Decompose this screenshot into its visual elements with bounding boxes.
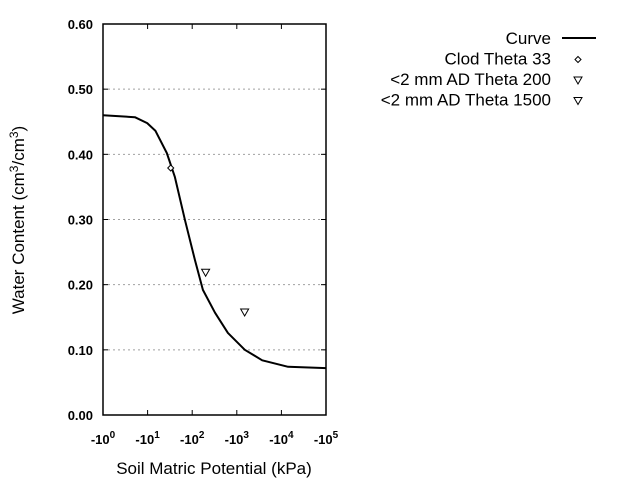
legend-label: <2 mm AD Theta 200 <box>390 70 551 89</box>
legend-label: Clod Theta 33 <box>445 50 551 69</box>
marks <box>102 114 327 370</box>
legend-marker-swatch <box>573 76 583 86</box>
y-tick-label: 0.50 <box>68 82 93 97</box>
y-tick-label: 0.00 <box>68 408 93 423</box>
legend-label: <2 mm AD Theta 1500 <box>381 91 551 110</box>
y-axis: 0.00 0.10 0.20 0.30 0.40 0.50 0.60 <box>68 17 326 423</box>
curve-line <box>102 114 327 370</box>
data-point <box>239 308 250 318</box>
legend-marker-swatch <box>573 97 583 106</box>
x-tick-label: -105 <box>314 430 339 447</box>
grid <box>103 88 326 351</box>
x-tick-label: -103 <box>225 430 250 447</box>
x-tick-label: -104 <box>269 430 294 447</box>
x-tick-label: -101 <box>135 430 160 447</box>
x-tick-label: -102 <box>180 430 205 447</box>
x-axis-title: Soil Matric Potential (kPa) <box>116 459 312 478</box>
y-tick-label: 0.20 <box>68 278 93 293</box>
y-tick-label: 0.60 <box>68 17 93 32</box>
y-tick-label: 0.40 <box>68 147 93 162</box>
y-tick-label: 0.30 <box>68 213 93 228</box>
plot-frame <box>102 23 327 416</box>
x-axis: -100 -101 -102 -103 -104 -105 <box>91 24 339 447</box>
y-axis-title: Water Content (cm3/cm3) <box>7 126 28 314</box>
legend-marker-swatch <box>574 55 582 64</box>
legend: Curve Clod Theta 33<2 mm AD Theta 200 <2 m… <box>381 29 596 110</box>
y-tick-label: 0.10 <box>68 343 93 358</box>
data-point <box>167 164 175 172</box>
x-tick-label: -100 <box>91 430 116 447</box>
legend-label: Curve <box>506 29 551 48</box>
data-point <box>200 268 211 278</box>
